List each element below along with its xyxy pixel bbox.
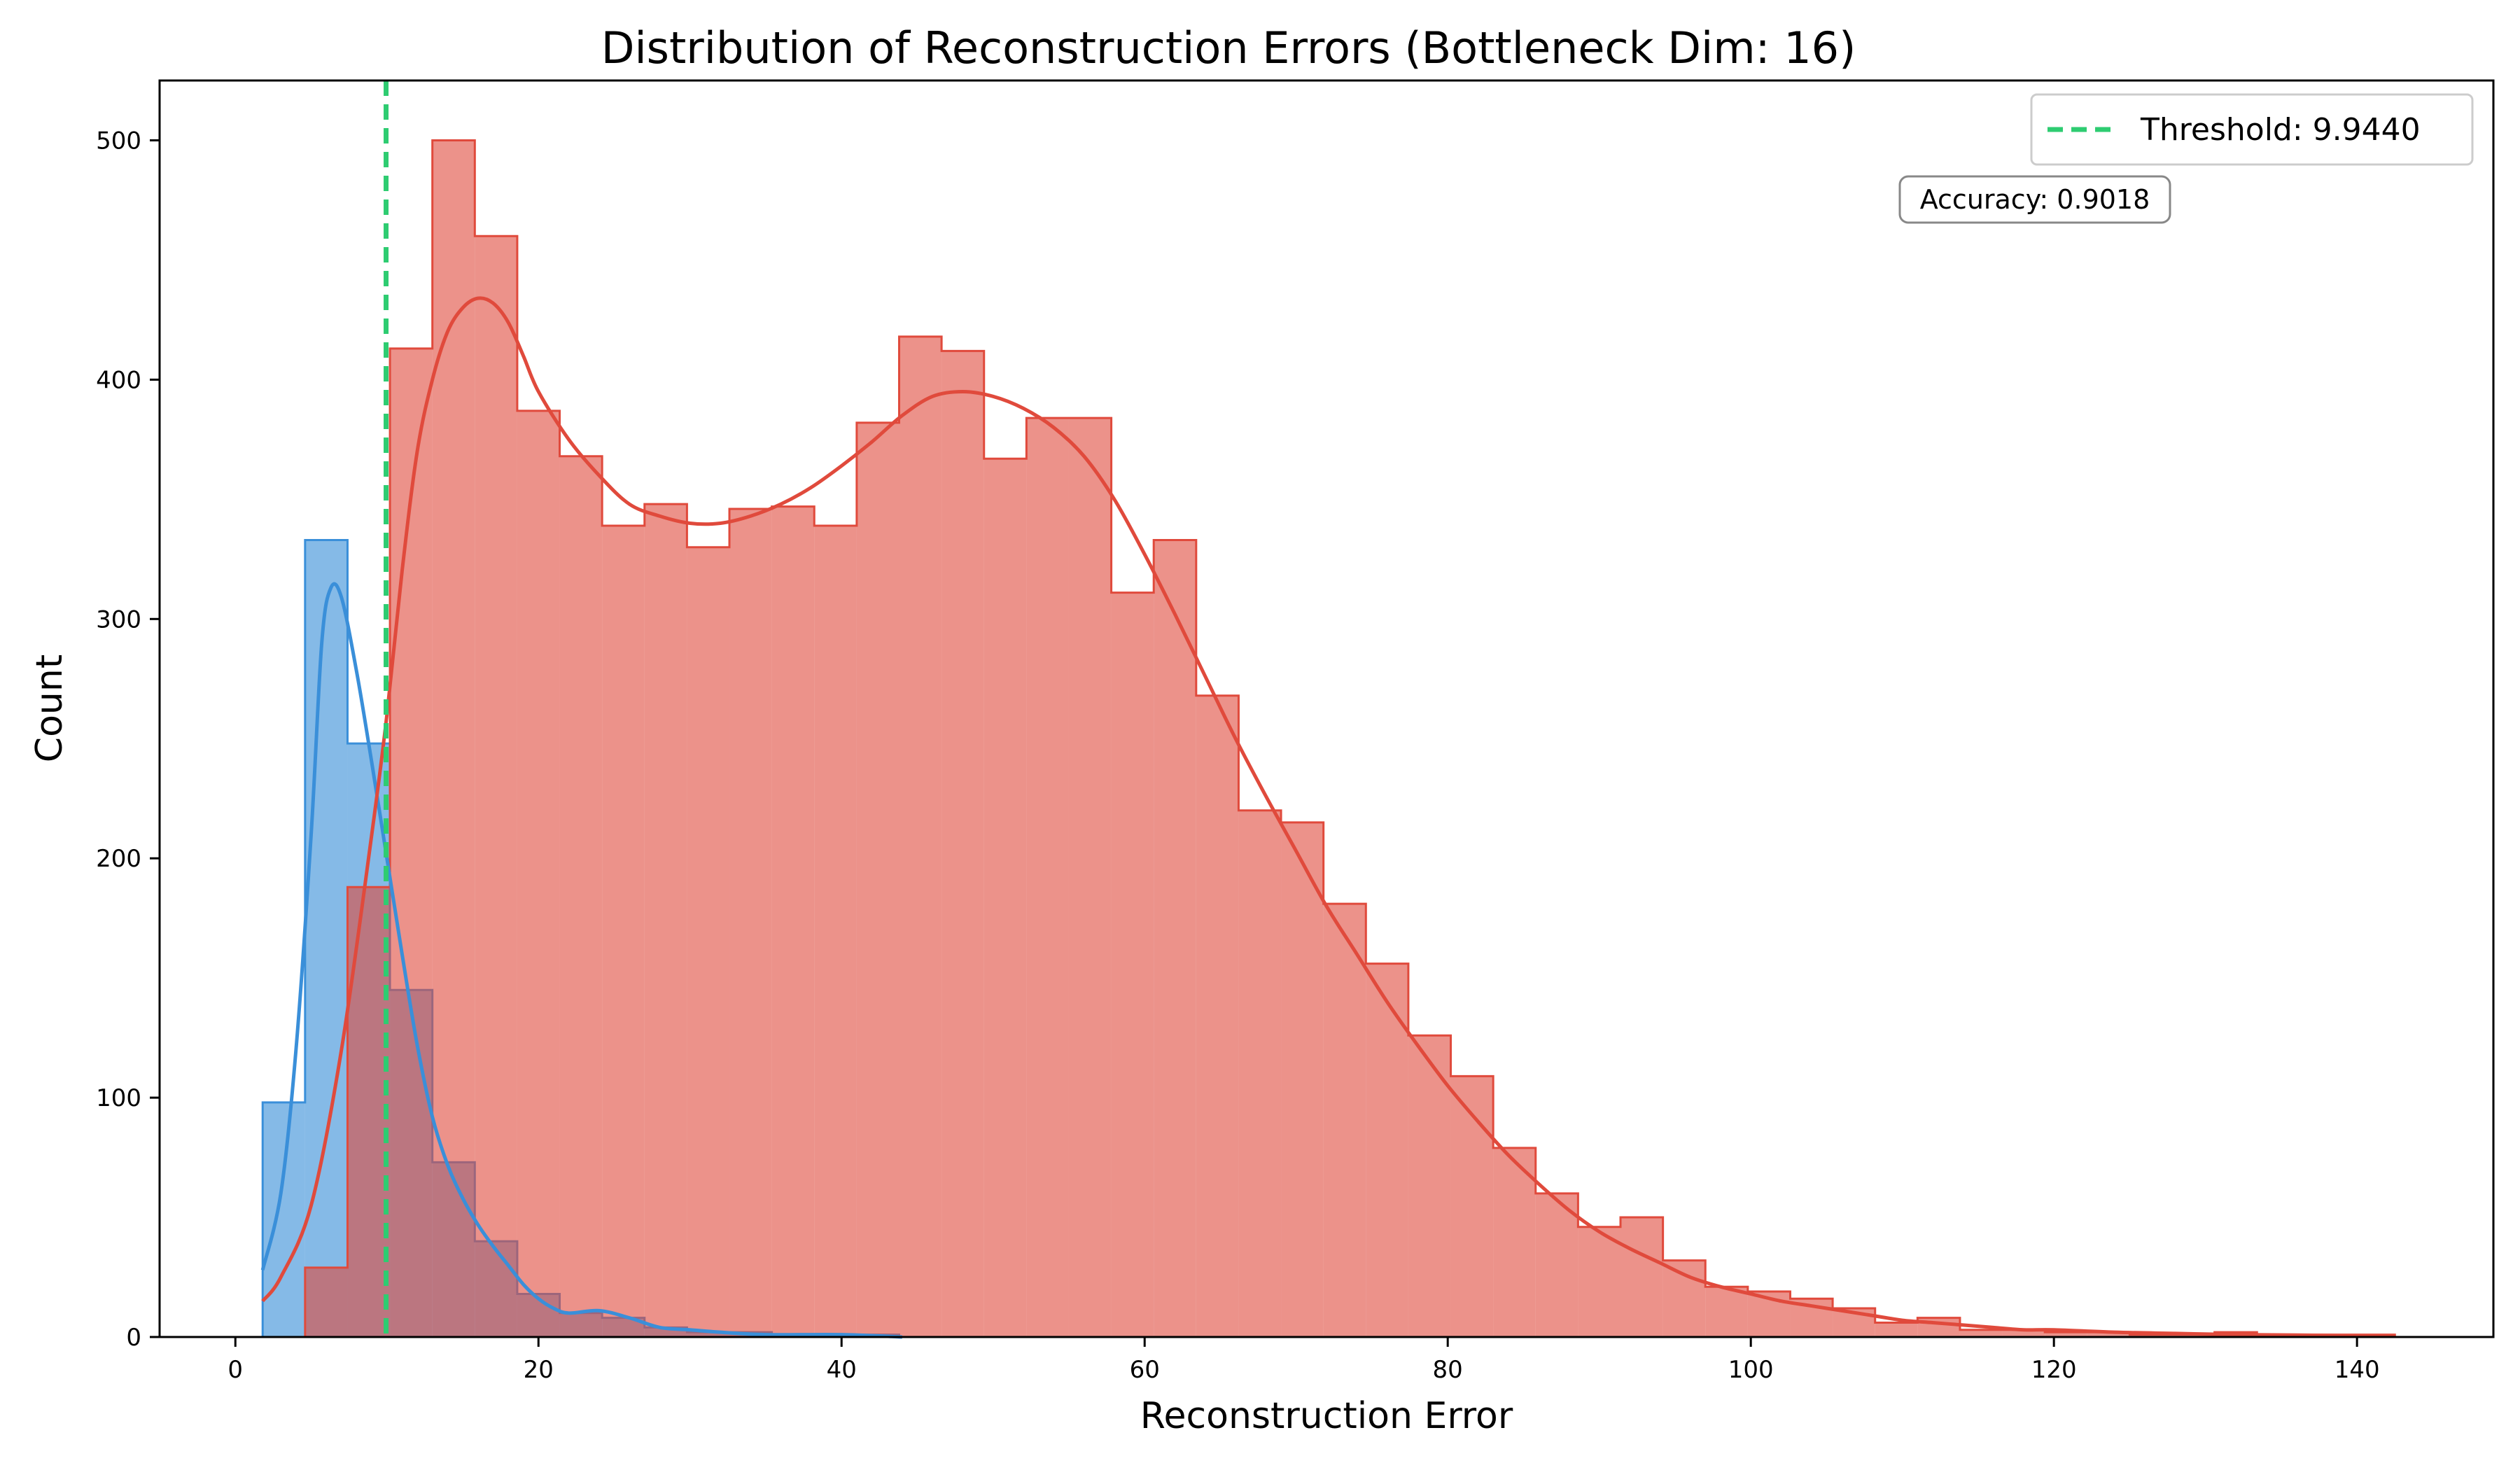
anomaly-bar — [1196, 695, 1239, 1337]
normal-bar — [262, 1102, 305, 1337]
anomaly-bar — [814, 525, 857, 1337]
anomaly-bar — [517, 410, 560, 1337]
x-tick-label: 140 — [2334, 1356, 2380, 1384]
normal-kde-line — [260, 582, 902, 1339]
x-tick-label: 80 — [1433, 1356, 1463, 1384]
y-tick-label: 400 — [96, 366, 141, 394]
anomaly-bar — [1238, 810, 1282, 1337]
anomaly-bar — [1111, 592, 1154, 1337]
accuracy-annotation: Accuracy: 0.9018 — [1898, 175, 2171, 224]
anomaly-bar — [2002, 1329, 2045, 1337]
normal-bar — [304, 540, 348, 1337]
anomaly-histogram — [304, 139, 2396, 1338]
accuracy-annotation-box — [1898, 175, 2171, 224]
anomaly-bar — [1408, 1035, 1451, 1337]
accuracy-annotation-text: Accuracy: 0.9018 — [1920, 184, 2150, 215]
anomaly-bar — [602, 525, 645, 1337]
anomaly-bar — [1068, 418, 1112, 1337]
anomaly-bar — [1154, 540, 1196, 1337]
anomaly-bar — [1323, 904, 1366, 1337]
x-tick-label: 100 — [1728, 1356, 1774, 1384]
anomaly-bar — [304, 1267, 348, 1337]
x-tick-label: 40 — [827, 1356, 857, 1384]
anomaly-bar — [1620, 1217, 1663, 1337]
anomaly-bar — [899, 336, 942, 1337]
anomaly-bar — [1026, 418, 1069, 1337]
anomaly-bar — [856, 422, 899, 1337]
anomaly-bar — [559, 456, 603, 1337]
anomaly-bar — [687, 547, 730, 1337]
plot-area — [260, 80, 2396, 1339]
y-tick-label: 100 — [96, 1084, 141, 1112]
x-tick-label: 60 — [1130, 1356, 1160, 1384]
anomaly-bar — [1578, 1226, 1620, 1337]
anomaly-kde-line — [261, 296, 2395, 1338]
anomaly-bar — [1535, 1193, 1578, 1337]
anomaly-bar — [475, 236, 517, 1338]
anomaly-bar — [1493, 1147, 1536, 1337]
anomaly-bar — [771, 506, 815, 1337]
anomaly-bar — [983, 458, 1027, 1338]
anomaly-bar — [644, 504, 687, 1338]
x-axis-ticks: 0 20 40 60 80 100 120 140 — [227, 1337, 2380, 1384]
y-tick-label: 0 — [126, 1324, 141, 1352]
legend-box — [2030, 93, 2474, 166]
anomaly-bar — [1959, 1329, 2003, 1337]
y-axis-title: Count — [29, 654, 71, 762]
y-tick-label: 200 — [96, 845, 141, 873]
anomaly-bar — [1705, 1287, 1748, 1337]
x-tick-label: 0 — [227, 1356, 243, 1384]
x-tick-label: 120 — [2031, 1356, 2077, 1384]
legend-threshold-label: Threshold: 9.9440 — [2140, 112, 2421, 148]
anomaly-bar — [2045, 1332, 2087, 1337]
anomaly-bar — [729, 509, 772, 1337]
anomaly-bar — [941, 351, 984, 1337]
anomaly-bar — [1281, 822, 1324, 1337]
legend: Threshold: 9.9440 — [2030, 93, 2474, 166]
y-axis-ticks: 0 100 200 300 400 500 — [96, 127, 160, 1352]
anomaly-bar — [2129, 1334, 2173, 1337]
anomaly-bar — [1662, 1260, 1706, 1337]
anomaly-bar — [1450, 1076, 1494, 1337]
anomaly-bar — [1366, 963, 1408, 1337]
anomaly-bar — [1875, 1322, 1918, 1337]
x-axis-title: Reconstruction Error — [1140, 1395, 1513, 1437]
y-tick-label: 300 — [96, 606, 141, 634]
anomaly-bar — [2172, 1334, 2215, 1337]
y-tick-label: 500 — [96, 127, 141, 155]
chart-title: Distribution of Reconstruction Errors (B… — [601, 22, 1856, 74]
anomaly-bar — [2087, 1332, 2130, 1337]
axes-frame — [158, 79, 2495, 1338]
x-tick-label: 20 — [524, 1356, 554, 1384]
anomaly-bar — [390, 348, 433, 1337]
